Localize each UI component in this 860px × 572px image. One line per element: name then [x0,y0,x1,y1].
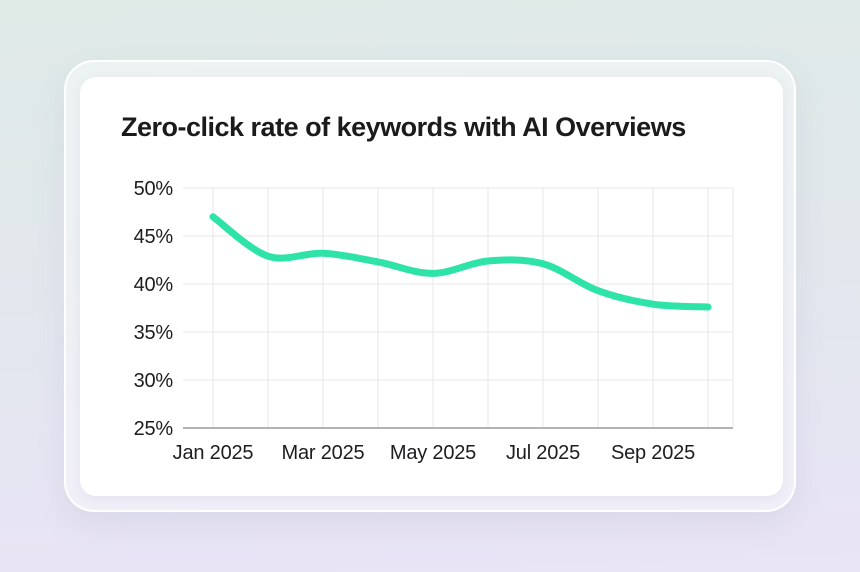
x-axis-tick-label: Sep 2025 [611,442,695,464]
x-axis-tick-label: Jan 2025 [173,442,254,464]
x-axis-tick-label: Mar 2025 [282,442,365,464]
y-axis-tick-label: 25% [134,418,174,440]
zero-click-rate-line-chart: 50% 45% 40% 35% 30% 25%Jan 2025 Mar 2025 May 20… [134,178,734,464]
y-axis-tick-label: 30% [134,370,174,392]
y-axis-tick-label: 50% [134,178,174,200]
chart-card: Zero-click rate of keywords with AI Over… [80,77,783,496]
chart-title: Zero-click rate of keywords with AI Over… [121,112,686,142]
zero-click-rate-trend-line [209,213,712,311]
y-axis-tick-label: 35% [134,322,174,344]
x-axis-tick-label: Jul 2025 [506,442,580,464]
x-axis-tick-label: May 2025 [390,442,476,464]
y-axis-tick-label: 40% [134,274,174,296]
y-axis-tick-label: 45% [134,226,174,248]
